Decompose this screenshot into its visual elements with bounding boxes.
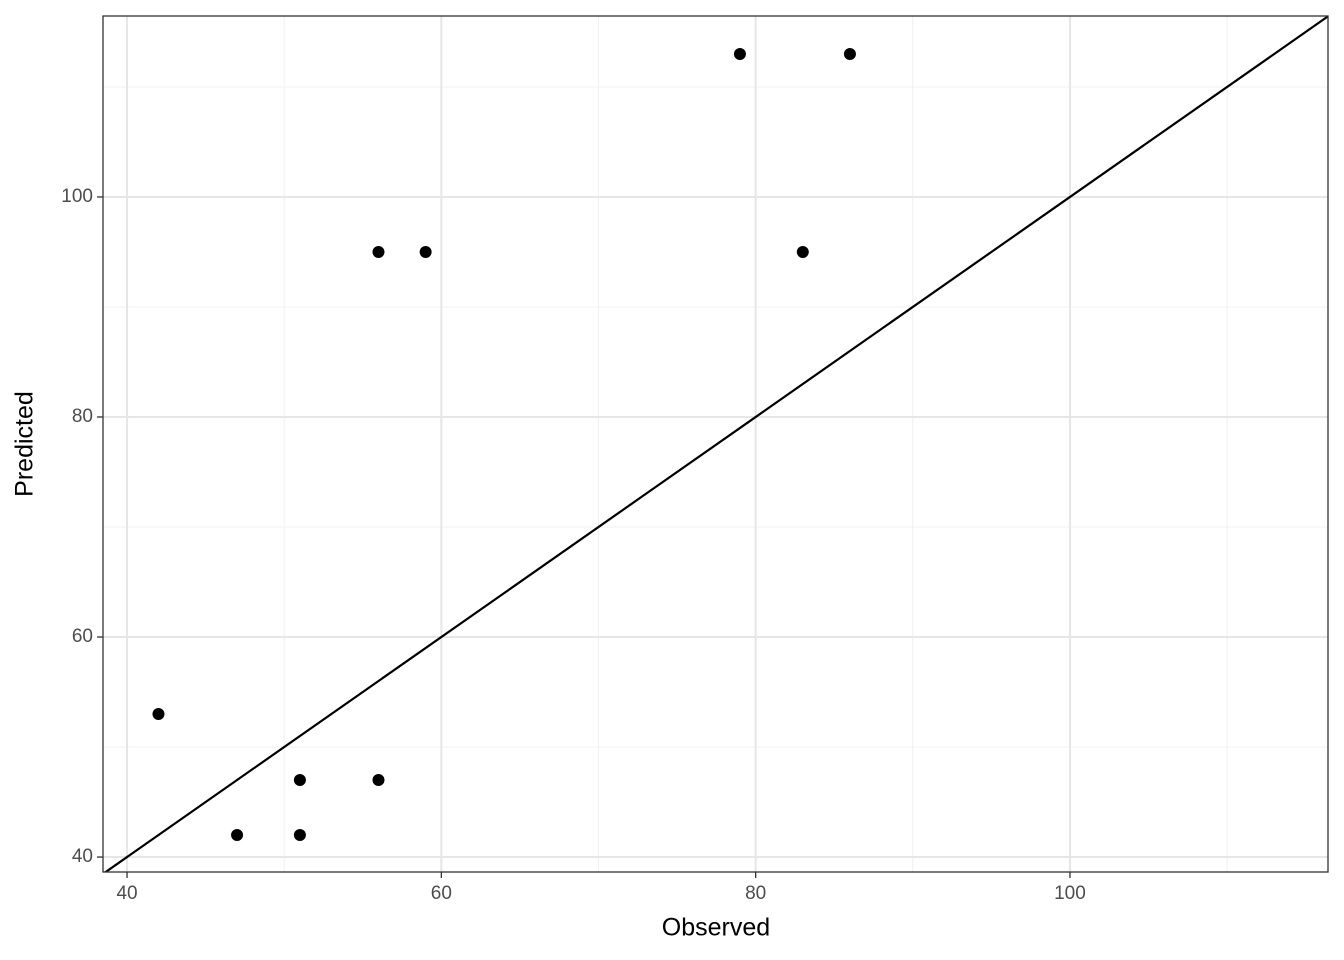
x-tick-label: 100: [1054, 883, 1086, 904]
x-tick-label: 40: [116, 883, 137, 904]
point: [796, 245, 809, 258]
point: [231, 829, 244, 842]
y-tick-label: 40: [72, 846, 93, 867]
x-axis-title: Observed: [662, 914, 770, 942]
y-axis-title: Predicted: [11, 391, 39, 497]
axes: 40 60 80 100 40 60 80 100: [61, 186, 1086, 904]
point: [293, 774, 306, 787]
point: [843, 47, 856, 60]
marks: [103, 16, 1328, 872]
grid: [103, 16, 1328, 872]
point: [152, 708, 165, 721]
point: [733, 47, 746, 60]
point: [372, 774, 385, 787]
y-tick-label: 100: [61, 186, 93, 207]
panel-border: [102, 15, 1329, 873]
x-tick-label: 80: [745, 883, 766, 904]
point: [293, 829, 306, 842]
y-tick-label: 60: [72, 626, 93, 647]
y-tick-label: 80: [72, 406, 93, 427]
point: [372, 245, 385, 258]
x-tick-label: 60: [431, 883, 452, 904]
point: [419, 245, 432, 258]
reference-line: [103, 16, 1328, 872]
